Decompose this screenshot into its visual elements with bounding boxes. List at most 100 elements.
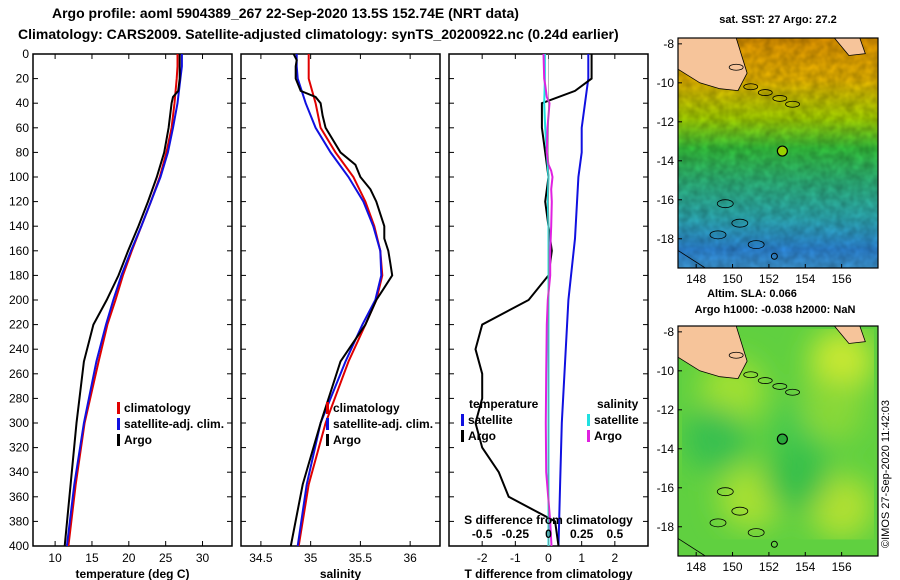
sla-blob (809, 329, 874, 394)
island-outline (785, 100, 800, 108)
reef-outline (747, 240, 765, 250)
coast-australia (678, 538, 706, 556)
land-solomon (833, 38, 866, 56)
y-tick-label: 0 (22, 47, 29, 61)
reef-outline (709, 518, 727, 528)
legend-swatch (326, 434, 329, 446)
map-frame (677, 37, 879, 269)
island-outline (772, 383, 788, 390)
legend-swatch (587, 430, 590, 442)
panel-temperature: 0 20 40 60 80 100 120 140 160 180 200 220 240 260 280 3… (9, 47, 233, 580)
x-tick-label: 152 (759, 272, 779, 286)
y-tick-label: 140 (9, 219, 29, 233)
s-axis-tick-label: 0.5 (606, 527, 623, 541)
x-tick-label: 150 (723, 272, 743, 286)
series-line-argo (289, 53, 394, 547)
argo-location-marker (776, 145, 788, 157)
reef-outline (731, 218, 749, 228)
land-solomon (833, 326, 866, 344)
y-tick-label: 40 (16, 96, 30, 110)
plot-frame (32, 53, 233, 547)
x-tick-label: 36 (403, 551, 417, 565)
sla-blob (682, 407, 747, 472)
s-axis-tick-label: 0.25 (570, 527, 594, 541)
island-outline (743, 371, 759, 379)
x-tick-label: 35 (304, 551, 318, 565)
legend-salinity-title: salinity (597, 397, 639, 411)
reef-outline (731, 506, 749, 516)
y-tick-label: 320 (9, 441, 29, 455)
imos-timestamp: ©IMOS 27-Sep-2020 11:42:03 (880, 400, 892, 548)
legend-label: Argo (333, 433, 361, 447)
legend-label: Argo (124, 433, 152, 447)
x-tick-label: 150 (723, 560, 743, 574)
y-tick-label: -14 (657, 154, 675, 168)
title-line-1: Argo profile: aoml 5904389_267 22-Sep-20… (52, 5, 519, 21)
land-new-guinea (678, 326, 748, 380)
plot-frame (240, 53, 441, 547)
x-tick-label: 2 (611, 551, 618, 565)
y-tick-label: -16 (657, 193, 675, 207)
y-tick-label: 220 (9, 318, 29, 332)
x-tick-label: 34.5 (249, 551, 273, 565)
reef-outline (709, 230, 727, 240)
x-tick-label: 156 (832, 272, 852, 286)
y-tick-label: -18 (657, 232, 675, 246)
x-axis-label: salinity (320, 567, 362, 580)
island-outline (770, 252, 778, 260)
series-line-satellite-adj-clim- (295, 54, 383, 547)
island-outline (728, 63, 744, 71)
sla-blob (809, 475, 874, 540)
y-tick-label: 240 (9, 342, 29, 356)
x-tick-label: 148 (686, 272, 706, 286)
x-tick-label: 0 (545, 551, 552, 565)
x-tick-label: 148 (686, 560, 706, 574)
legend-swatch (117, 418, 120, 430)
legend-label: climatology (124, 401, 191, 415)
y-tick-label: 180 (9, 268, 29, 282)
island-outline (757, 89, 773, 96)
y-tick-label: 280 (9, 391, 29, 405)
x-tick-label: 15 (85, 551, 99, 565)
sla-map-title-1: Altim. SLA: 0.066 (707, 288, 797, 300)
y-tick-label: 260 (9, 367, 29, 381)
legend-swatch (461, 414, 464, 426)
sla-blob (764, 446, 829, 511)
y-tick-label: 300 (9, 416, 29, 430)
island-outline (728, 351, 744, 359)
legend-swatch (326, 402, 329, 414)
s-axis-tick-label: -0.5 (472, 527, 493, 541)
s-axis-label: S difference from climatology (464, 513, 633, 527)
legend-swatch (587, 414, 590, 426)
reef-outline (716, 487, 734, 497)
y-tick-label: 80 (16, 145, 30, 159)
map-sst_map: 148 150 152 154 156 -8 -10 -12 -14 -16 -18 sat. SST… (657, 14, 879, 286)
legend-temperature-title: temperature (469, 397, 539, 411)
y-tick-label: -12 (657, 403, 675, 417)
title-line-2: Climatology: CARS2009. Satellite-adjuste… (18, 26, 619, 42)
y-tick-label: 100 (9, 170, 29, 184)
y-tick-label: -8 (663, 325, 674, 339)
x-tick-label: 20 (122, 551, 136, 565)
series-line-t-argo (474, 54, 593, 547)
x-tick-label: 1 (578, 551, 585, 565)
x-tick-label: -1 (510, 551, 521, 565)
island-outline (770, 540, 778, 548)
x-axis-label: temperature (deg C) (75, 567, 189, 580)
map-frame (677, 325, 879, 557)
coast-australia (678, 250, 706, 268)
sla-map-title-2: Argo h1000: -0.038 h2000: NaN (695, 304, 856, 316)
legend-label: Argo (594, 429, 622, 443)
reef-outline (716, 199, 734, 209)
y-tick-label: -10 (657, 76, 675, 90)
x-tick-label: 35.5 (349, 551, 373, 565)
legend-label: satellite-adj. clim. (124, 417, 224, 431)
legend-label: satellite (594, 413, 639, 427)
island-outline (757, 377, 773, 384)
series-line-argo (63, 54, 181, 547)
map-field (678, 326, 878, 556)
sla-blob (800, 377, 865, 442)
x-tick-label: 152 (759, 560, 779, 574)
y-tick-label: 20 (16, 72, 30, 86)
map-sla_map: 148 150 152 154 156 -8 -10 -12 -14 -16 -18 Altim. S… (657, 288, 879, 574)
